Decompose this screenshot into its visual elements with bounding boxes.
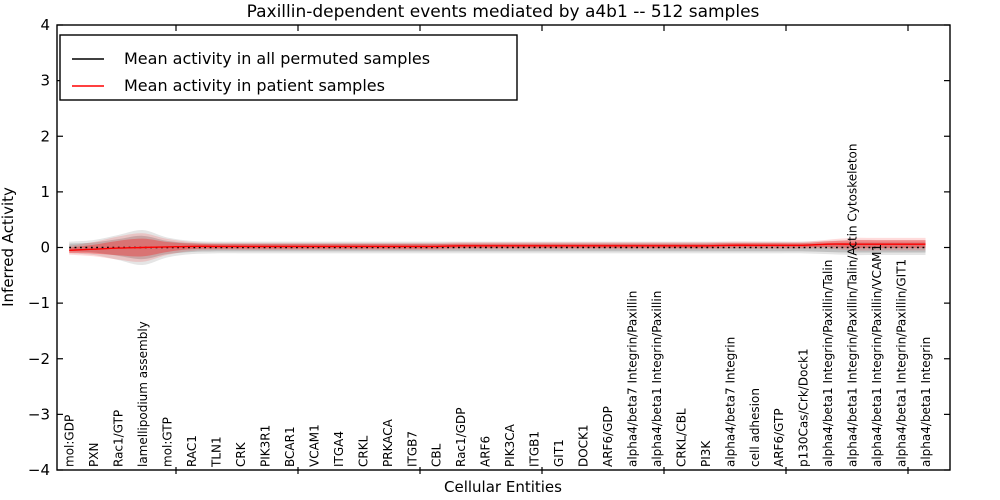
x-category-label: PI3K bbox=[699, 440, 713, 467]
legend-label-permuted: Mean activity in all permuted samples bbox=[124, 49, 430, 68]
x-category-label: ARF6/GTP bbox=[772, 408, 786, 467]
x-category-label: alpha4/beta1 Integrin/Paxillin bbox=[650, 291, 664, 467]
y-tick-label: −2 bbox=[28, 350, 50, 368]
y-tick-label: 3 bbox=[40, 72, 50, 90]
x-category-labels: mol:GDP PXN Rac1/GTP lamellipodium assembly… bbox=[63, 144, 933, 468]
x-category-label: Rac1/GDP bbox=[454, 408, 468, 467]
x-category-label: alpha4/beta7 Integrin bbox=[723, 337, 737, 467]
y-axis-label: Inferred Activity bbox=[0, 187, 17, 307]
x-category-label: GIT1 bbox=[552, 439, 566, 467]
axis-ticks bbox=[57, 24, 950, 474]
x-category-label: Rac1/GTP bbox=[112, 410, 126, 467]
x-category-label: ITGB1 bbox=[528, 431, 542, 467]
x-category-label: VCAM1 bbox=[307, 424, 321, 467]
y-tick-label: 2 bbox=[40, 127, 50, 145]
x-category-label: DOCK1 bbox=[577, 424, 591, 467]
legend-box bbox=[59, 34, 518, 101]
y-tick-labels: −4 −3 −2 −1 0 1 2 3 4 bbox=[28, 16, 50, 479]
x-category-label: lamellipodium assembly bbox=[136, 321, 150, 467]
y-tick-label: 1 bbox=[40, 183, 50, 201]
x-category-label: CRKL bbox=[356, 435, 370, 467]
chart-title: Paxillin-dependent events mediated by a4… bbox=[247, 2, 760, 22]
y-tick-label: −4 bbox=[28, 461, 50, 479]
x-category-label: PRKACA bbox=[381, 418, 395, 467]
x-category-label: CBL bbox=[430, 443, 444, 467]
x-category-label: PXN bbox=[87, 443, 101, 467]
x-axis-label: Cellular Entities bbox=[444, 478, 562, 496]
x-category-label: CRK bbox=[234, 441, 248, 467]
x-category-label: mol:GDP bbox=[63, 415, 77, 467]
legend: Mean activity in all permuted samples Me… bbox=[59, 34, 518, 101]
x-category-label: ITGA4 bbox=[332, 431, 346, 467]
x-category-label: ITGB7 bbox=[405, 431, 419, 467]
x-category-label: alpha4/beta1 Integrin/Paxillin/GIT1 bbox=[895, 259, 909, 467]
x-category-label: alpha4/beta7 Integrin/Paxillin bbox=[625, 291, 639, 467]
x-category-label: PIK3CA bbox=[503, 423, 517, 467]
x-category-label: cell adhesion bbox=[748, 388, 762, 467]
x-category-label: CRKL/CBL bbox=[674, 408, 688, 467]
series-lines bbox=[69, 243, 926, 251]
x-category-label: alpha4/beta1 Integrin/Paxillin/VCAM1 bbox=[870, 244, 884, 467]
x-category-label: alpha4/beta1 Integrin bbox=[919, 337, 933, 467]
x-category-label: PIK3R1 bbox=[258, 425, 272, 467]
x-category-label: TLN1 bbox=[210, 436, 224, 468]
legend-label-patient: Mean activity in patient samples bbox=[124, 76, 385, 95]
x-category-label: BCAR1 bbox=[283, 426, 297, 467]
x-category-label: RAC1 bbox=[185, 435, 199, 467]
x-category-label: p130Cas/Crk/Dock1 bbox=[797, 348, 811, 467]
x-category-label: ARF6/GDP bbox=[601, 406, 615, 467]
x-category-label: ARF6 bbox=[479, 436, 493, 467]
y-tick-label: −3 bbox=[28, 405, 50, 423]
x-category-label: alpha4/beta1 Integrin/Paxillin/Talin bbox=[821, 260, 835, 467]
y-tick-label: 4 bbox=[40, 16, 50, 34]
y-tick-label: 0 bbox=[40, 239, 50, 257]
x-category-label: alpha4/beta1 Integrin/Paxillin/Talin/Act… bbox=[846, 144, 860, 467]
y-tick-label: −1 bbox=[28, 294, 50, 312]
patient-mean-line bbox=[69, 243, 926, 251]
x-category-label: mol:GTP bbox=[161, 417, 175, 467]
